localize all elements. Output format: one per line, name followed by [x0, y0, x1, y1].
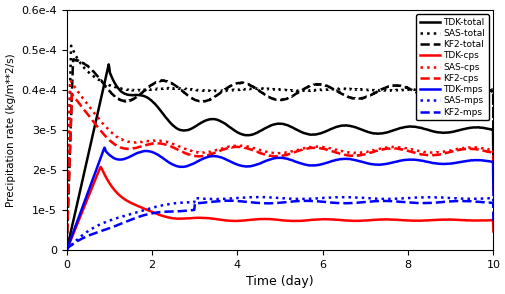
TDK-total [106, 63, 112, 66]
TDK-mps [137, 150, 143, 154]
Line: TDK-mps: TDK-mps [67, 148, 492, 250]
Line: SAS-total: SAS-total [67, 46, 492, 246]
Legend: TDK-total, SAS-total, KF2-total, TDK-cps, SAS-cps, KF2-cps, TDK-mps, SAS-mps, KF: TDK-total, SAS-total, KF2-total, TDK-cps… [416, 14, 488, 120]
KF2-mps [227, 199, 233, 203]
KF2-mps [137, 214, 143, 218]
KF2-mps [112, 224, 118, 228]
SAS-total [227, 88, 233, 92]
KF2-mps [489, 220, 495, 223]
KF2-cps [69, 92, 75, 96]
X-axis label: Time (day): Time (day) [246, 275, 313, 288]
TDK-mps [489, 193, 495, 197]
TDK-cps [97, 165, 104, 169]
SAS-mps [435, 196, 441, 199]
SAS-mps [64, 248, 70, 252]
SAS-mps [256, 195, 262, 199]
KF2-total [70, 58, 76, 61]
SAS-total [68, 44, 74, 47]
TDK-mps [64, 248, 70, 252]
SAS-mps [227, 197, 233, 200]
SAS-mps [112, 217, 118, 220]
Line: SAS-mps: SAS-mps [67, 197, 492, 250]
KF2-mps [64, 248, 70, 251]
SAS-cps [112, 134, 118, 137]
SAS-cps [64, 244, 70, 247]
TDK-mps [481, 159, 487, 163]
KF2-total [481, 87, 487, 90]
KF2-total [227, 84, 233, 88]
SAS-cps [137, 140, 143, 144]
TDK-mps [112, 157, 118, 161]
SAS-cps [435, 150, 441, 154]
Line: TDK-cps: TDK-cps [67, 167, 492, 250]
KF2-total [489, 153, 495, 157]
SAS-cps [489, 188, 495, 192]
Line: KF2-total: KF2-total [67, 59, 492, 248]
TDK-mps [245, 165, 251, 168]
KF2-total [245, 83, 251, 86]
KF2-mps [435, 201, 441, 204]
KF2-cps [435, 153, 441, 156]
KF2-total [64, 246, 70, 249]
KF2-cps [112, 143, 118, 146]
TDK-cps [112, 189, 118, 193]
Y-axis label: Precipitation rate (kg/m**2/s): Precipitation rate (kg/m**2/s) [6, 53, 16, 207]
SAS-total [489, 152, 495, 156]
TDK-total [435, 131, 441, 134]
KF2-mps [245, 200, 251, 204]
TDK-total [481, 126, 487, 130]
TDK-total [112, 82, 118, 86]
KF2-mps [481, 201, 487, 204]
SAS-cps [481, 147, 487, 151]
TDK-total [137, 93, 143, 97]
SAS-total [435, 88, 441, 91]
TDK-mps [435, 162, 441, 166]
TDK-cps [489, 230, 495, 233]
TDK-mps [227, 160, 233, 163]
KF2-total [137, 92, 143, 95]
SAS-total [112, 85, 118, 89]
KF2-cps [481, 149, 487, 153]
SAS-mps [137, 209, 143, 213]
TDK-cps [227, 219, 233, 223]
KF2-mps [227, 199, 233, 203]
KF2-cps [137, 145, 143, 148]
Line: SAS-cps: SAS-cps [67, 80, 492, 245]
SAS-total [481, 88, 487, 92]
TDK-total [64, 248, 70, 251]
SAS-total [64, 244, 70, 248]
TDK-cps [137, 206, 143, 209]
TDK-cps [481, 219, 487, 222]
Line: KF2-mps: KF2-mps [67, 201, 492, 249]
TDK-cps [435, 218, 441, 222]
SAS-mps [481, 197, 487, 200]
Line: KF2-cps: KF2-cps [67, 94, 492, 246]
SAS-total [245, 87, 251, 91]
TDK-total [489, 173, 495, 177]
KF2-cps [489, 190, 495, 193]
SAS-cps [245, 145, 251, 148]
Line: TDK-total: TDK-total [67, 64, 492, 250]
SAS-total [137, 88, 143, 92]
SAS-mps [245, 196, 251, 199]
TDK-total [227, 126, 233, 129]
KF2-total [435, 96, 441, 99]
KF2-cps [245, 147, 251, 151]
TDK-cps [245, 218, 251, 222]
SAS-cps [67, 78, 73, 82]
KF2-cps [227, 146, 233, 149]
KF2-cps [64, 245, 70, 248]
SAS-mps [489, 217, 495, 221]
TDK-total [245, 133, 251, 137]
SAS-cps [227, 145, 233, 148]
KF2-total [112, 95, 118, 99]
TDK-cps [64, 248, 70, 252]
TDK-mps [101, 146, 107, 149]
